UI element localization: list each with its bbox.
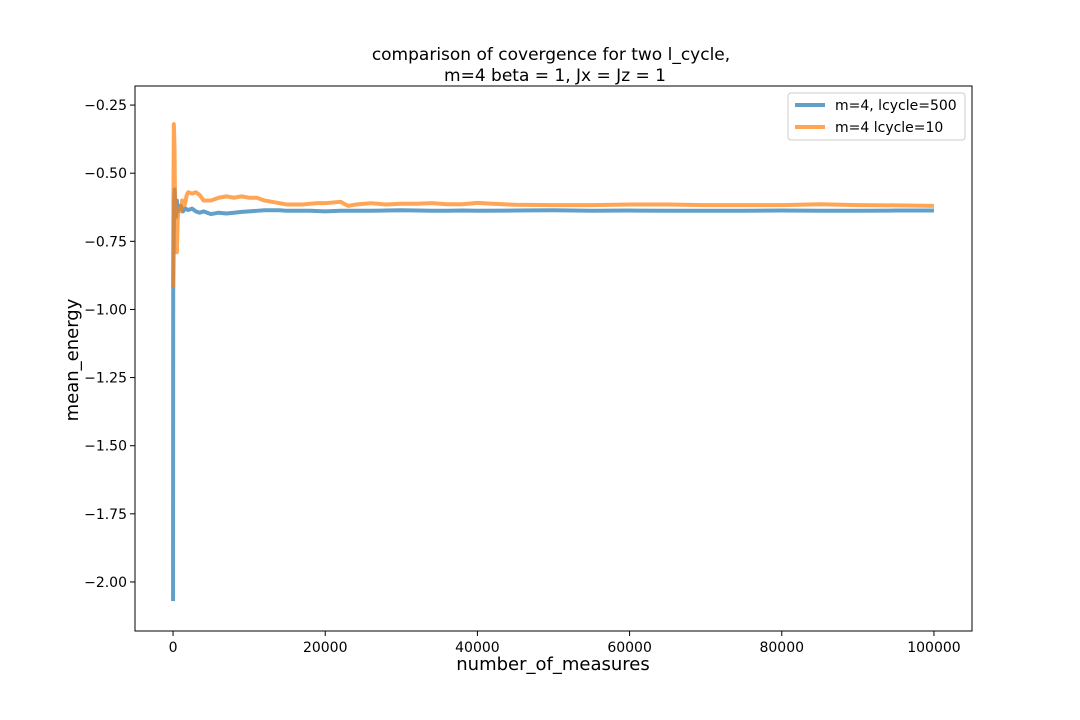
x-tick-label: 20000 <box>303 640 348 656</box>
x-tick-label: 0 <box>169 640 178 656</box>
y-tick-label: −1.50 <box>84 439 127 455</box>
y-axis: −2.00 −1.75 −1.50 −1.25 −1.00 −0.75 −0.50 −0.25 <box>84 98 135 591</box>
chart-title-line-2: m=4 beta = 1, Jx = Jz = 1 <box>444 66 666 86</box>
x-tick-label: 80000 <box>759 640 804 656</box>
x-tick-label: 100000 <box>907 640 960 656</box>
y-tick-label: −0.25 <box>84 98 127 114</box>
legend-label-series-2: m=4 lcycle=10 <box>835 120 943 136</box>
x-axis: 0 20000 40000 60000 80000 100000 <box>169 631 961 656</box>
y-tick-label: −0.50 <box>84 166 127 182</box>
y-tick-label: −0.75 <box>84 234 127 250</box>
y-tick-label: −1.25 <box>84 371 127 387</box>
legend-label-series-1: m=4, lcycle=500 <box>835 98 957 114</box>
series-layer <box>171 122 934 602</box>
y-tick-label: −1.00 <box>84 302 127 318</box>
plot-area <box>134 85 973 632</box>
x-tick-label: 40000 <box>455 640 500 656</box>
y-tick-label: −1.75 <box>84 507 127 523</box>
x-axis-label: number_of_measures <box>456 654 649 675</box>
plot-frame <box>134 85 973 632</box>
series-line-2 <box>171 122 934 288</box>
y-tick-label: −2.00 <box>84 575 127 591</box>
legend-box <box>787 92 966 141</box>
legend: m=4, lcycle=500 m=4 lcycle=10 <box>787 92 966 141</box>
chart-title-line-1: comparison of covergence for two l_cycle… <box>372 45 730 65</box>
y-axis-label: mean_energy <box>62 298 83 421</box>
x-tick-label: 60000 <box>607 640 652 656</box>
